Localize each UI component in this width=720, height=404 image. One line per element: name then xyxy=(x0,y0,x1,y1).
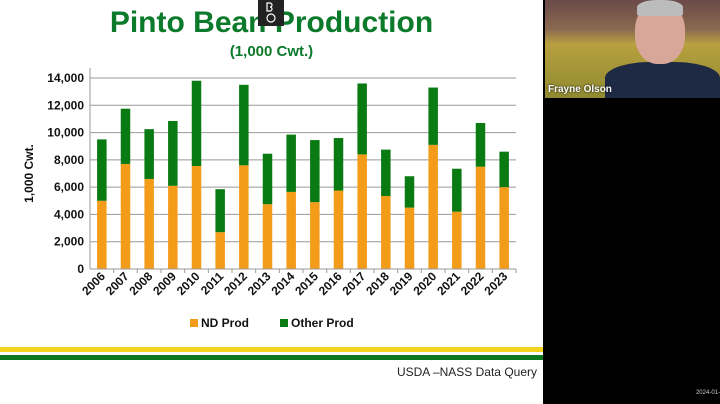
y-tick-label: 6,000 xyxy=(54,180,84,194)
bar-other-2022 xyxy=(475,123,486,167)
timestamp: 2024-01- xyxy=(695,390,720,396)
y-tick-label: 4,000 xyxy=(54,207,84,221)
bar-nd-2006 xyxy=(97,200,107,269)
y-tick-label: 2,000 xyxy=(54,235,84,249)
bar-other-2012 xyxy=(239,84,249,166)
legend-swatch-0 xyxy=(190,319,198,327)
y-tick-label: 10,000 xyxy=(47,126,84,140)
bar-nd-2011 xyxy=(215,232,225,269)
chart-subtitle: (1,000 Cwt.) xyxy=(229,43,314,60)
x-tick-label: 2017 xyxy=(340,269,369,298)
bar-other-2013 xyxy=(262,153,273,205)
x-tick-label: 2018 xyxy=(363,269,392,298)
x-tick-label: 2014 xyxy=(269,269,298,298)
bar-other-2015 xyxy=(310,140,320,203)
bar-nd-2015 xyxy=(310,202,320,269)
bar-other-2016 xyxy=(333,138,344,191)
y-tick-label: 12,000 xyxy=(47,98,84,112)
y-tick-label: 0 xyxy=(77,262,84,276)
bar-other-2011 xyxy=(215,189,225,233)
bar-other-2017 xyxy=(357,83,367,155)
bar-nd-2009 xyxy=(168,185,178,269)
x-tick-label: 2007 xyxy=(103,269,132,298)
bar-other-2020 xyxy=(428,87,438,145)
bar-nd-2018 xyxy=(381,196,391,269)
x-tick-label: 2010 xyxy=(174,269,203,298)
bar-other-2009 xyxy=(168,120,178,186)
bo-logo xyxy=(258,0,284,26)
participant-video[interactable]: Frayne Olson xyxy=(545,0,720,98)
legend-label-1: Other Prod xyxy=(291,316,354,330)
bar-nd-2012 xyxy=(239,165,249,269)
bar-nd-2017 xyxy=(357,154,367,269)
stacked-bar-chart: 0 2,000 4,000 6,000 8,000 10,000 12,000 14,000 1… xyxy=(22,68,517,330)
x-tick-label: 2012 xyxy=(221,269,250,298)
bar-nd-2008 xyxy=(144,178,154,269)
legend-label-0: ND Prod xyxy=(201,316,249,330)
participant-name: Frayne Olson xyxy=(548,84,612,95)
y-axis-label: 1,000 Cwt. xyxy=(22,144,36,203)
bar-nd-2013 xyxy=(262,204,273,269)
green-stripe xyxy=(0,355,543,360)
x-tick-label: 2020 xyxy=(411,269,440,298)
yellow-stripe xyxy=(0,347,543,352)
x-tick-label: 2009 xyxy=(150,269,179,298)
bar-nd-2007 xyxy=(120,163,131,269)
x-tick-label: 2011 xyxy=(198,269,227,298)
x-tick-label: 2015 xyxy=(292,269,321,298)
bar-other-2018 xyxy=(381,149,391,197)
bar-other-2008 xyxy=(144,129,154,179)
bar-other-2010 xyxy=(191,80,202,166)
x-tick-label: 2022 xyxy=(458,269,487,298)
bar-nd-2010 xyxy=(191,165,202,269)
legend-swatch-1 xyxy=(280,319,288,327)
x-tick-label: 2016 xyxy=(316,269,345,298)
bar-nd-2014 xyxy=(286,191,296,269)
y-tick-label: 14,000 xyxy=(47,71,84,85)
bar-nd-2019 xyxy=(404,207,415,269)
x-tick-label: 2023 xyxy=(482,269,511,298)
bar-other-2006 xyxy=(97,139,107,201)
x-tick-label: 2021 xyxy=(434,269,463,298)
y-tick-label: 8,000 xyxy=(54,153,84,167)
source-note: USDA –NASS Data Query xyxy=(396,365,537,379)
bar-other-2007 xyxy=(120,108,131,164)
x-tick-label: 2019 xyxy=(387,269,416,298)
bar-nd-2021 xyxy=(452,211,462,269)
bar-nd-2023 xyxy=(499,187,509,269)
bar-other-2023 xyxy=(499,151,509,188)
participant-hair xyxy=(637,0,683,16)
participant-body xyxy=(605,62,720,98)
bar-other-2021 xyxy=(452,168,462,212)
x-tick-label: 2008 xyxy=(127,269,156,298)
bar-other-2014 xyxy=(286,134,296,192)
bar-nd-2020 xyxy=(428,144,438,269)
bar-nd-2022 xyxy=(475,166,486,269)
bar-other-2019 xyxy=(404,176,415,208)
presentation-slide: Pinto Bean Production (1,000 Cwt.) 0 2,00… xyxy=(0,0,543,404)
bar-nd-2016 xyxy=(333,190,344,269)
x-tick-label: 2013 xyxy=(245,269,274,298)
